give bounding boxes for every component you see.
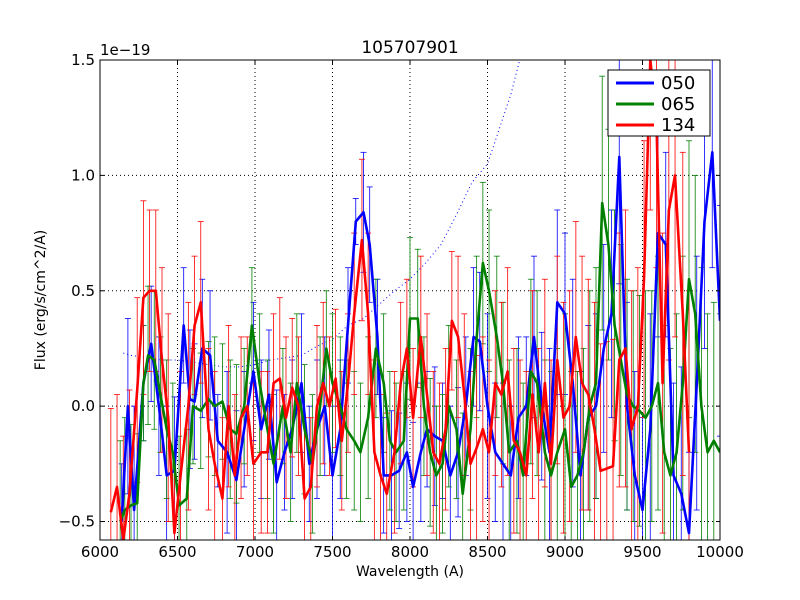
x-tick-label: 9500 xyxy=(623,543,661,561)
y-tick-label: 0.5 xyxy=(71,282,95,300)
x-tick-label: 6500 xyxy=(158,543,196,561)
series-layer xyxy=(109,60,720,540)
x-tick-label: 6000 xyxy=(81,543,119,561)
y-tick-label: 1.0 xyxy=(71,166,95,184)
y-offset-text: 1e−19 xyxy=(100,41,150,59)
y-tick-label: −0.5 xyxy=(59,513,95,531)
legend-label-134: 134 xyxy=(661,115,695,136)
chart-title: 105707901 xyxy=(361,38,458,58)
x-tick-label: 7500 xyxy=(313,543,351,561)
ticks: 6000 6500 7000 7500 8000 8500 9000 9500 10000 −0.… xyxy=(59,51,744,561)
x-tick-label: 8000 xyxy=(391,543,429,561)
x-tick-label: 8500 xyxy=(468,543,506,561)
x-axis-label: Wavelength (A) xyxy=(356,564,464,580)
x-tick-label: 10000 xyxy=(696,543,744,561)
legend-label-050: 050 xyxy=(661,73,695,94)
y-axis-label: Flux (erg/s/cm^2/A) xyxy=(33,230,49,370)
y-tick-label: 1.5 xyxy=(71,51,95,69)
x-tick-label: 9000 xyxy=(546,543,584,561)
series-line-050 xyxy=(120,151,720,535)
series-line-065 xyxy=(118,201,720,522)
y-tick-label: 0.0 xyxy=(71,397,95,415)
x-tick-label: 7000 xyxy=(236,543,274,561)
legend-label-065: 065 xyxy=(661,94,695,115)
series-line-134 xyxy=(109,60,691,540)
